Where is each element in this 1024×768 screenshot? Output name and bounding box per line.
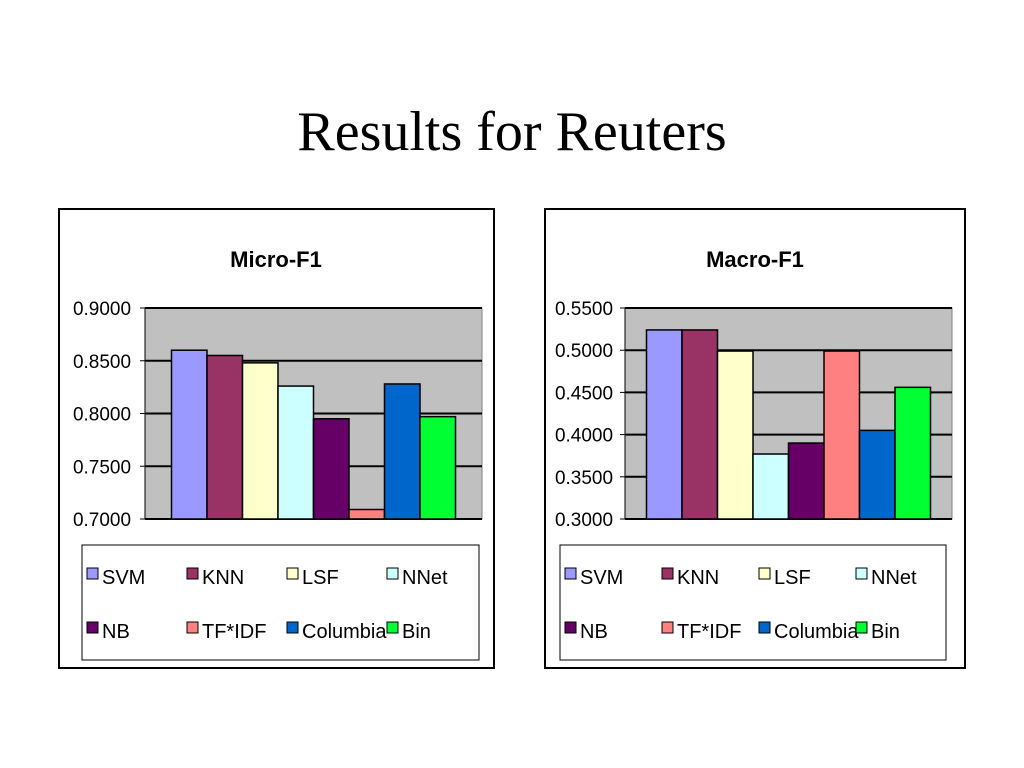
slide-title: Results for Reuters — [297, 101, 727, 163]
legend-swatch — [86, 621, 99, 634]
legend-label: LSF — [774, 567, 811, 589]
legend-swatch — [86, 567, 99, 580]
bar-knn — [681, 329, 719, 520]
bar-svm — [170, 349, 208, 520]
legend-swatch — [758, 621, 771, 634]
y-tick-label: 0.4000 — [555, 426, 613, 447]
legend-box — [559, 544, 947, 661]
y-tick-label: 0.3000 — [555, 510, 613, 531]
legend-swatch — [855, 567, 868, 580]
legend-label: NNet — [871, 567, 917, 589]
legend-label: KNN — [202, 567, 244, 589]
bar-tfidf — [348, 508, 386, 520]
legend-swatch — [386, 567, 399, 580]
bar-lsf — [241, 362, 279, 520]
legend-label: SVM — [580, 567, 623, 589]
legend-label: KNN — [677, 567, 719, 589]
legend-label: LSF — [302, 567, 339, 589]
legend-swatch — [855, 621, 868, 634]
legend-swatch — [286, 621, 299, 634]
y-tick-label: 0.9000 — [73, 299, 131, 320]
legend-swatch — [186, 621, 199, 634]
legend-swatch — [661, 621, 674, 634]
legend-label: Bin — [871, 621, 900, 643]
bar-svm — [645, 329, 683, 520]
legend-swatch — [661, 567, 674, 580]
legend-swatch — [758, 567, 771, 580]
legend-label: Columbia — [302, 621, 387, 643]
legend-swatch — [386, 621, 399, 634]
macro-f1-chart: Macro-F1 0.5500 0.5000 0.4500 0.4000 0.3500 0… — [544, 208, 966, 669]
legend-label: NB — [580, 621, 608, 643]
bar-nb — [312, 418, 350, 520]
legend-swatch — [286, 567, 299, 580]
y-tick-label: 0.3500 — [555, 468, 613, 489]
y-tick-label: 0.7500 — [73, 457, 131, 478]
bar-nb — [787, 442, 825, 520]
bar-bin — [894, 386, 932, 520]
y-tick-label: 0.5000 — [555, 341, 613, 362]
bar-tfidf — [823, 350, 861, 520]
y-tick-label: 0.7000 — [73, 510, 131, 531]
bar-columbia — [858, 429, 896, 520]
bar-nnet — [277, 385, 315, 520]
bar-knn — [206, 354, 244, 520]
legend-label: TF*IDF — [202, 621, 266, 643]
y-tick-label: 0.8000 — [73, 405, 131, 426]
legend-label: TF*IDF — [677, 621, 741, 643]
legend-swatch — [564, 621, 577, 634]
legend-label: Columbia — [774, 621, 859, 643]
legend-label: Bin — [402, 621, 431, 643]
micro-f1-chart: Micro-F1 0.90000.85000.80000.75000.7000 … — [58, 208, 495, 669]
legend-swatch — [186, 567, 199, 580]
y-tick-label: 0.8500 — [73, 352, 131, 373]
bar-lsf — [716, 350, 754, 520]
legend-label: NB — [102, 621, 130, 643]
legend-swatch — [564, 567, 577, 580]
chart-title: Macro-F1 — [706, 247, 804, 272]
bar-nnet — [752, 453, 790, 520]
legend-box — [81, 544, 480, 661]
bar-columbia — [383, 383, 421, 520]
y-tick-label: 0.5500 — [555, 299, 613, 320]
chart-title: Micro-F1 — [230, 247, 322, 272]
bar-bin — [419, 415, 457, 520]
y-tick-label: 0.4500 — [555, 383, 613, 404]
legend-label: SVM — [102, 567, 145, 589]
legend-label: NNet — [402, 567, 448, 589]
